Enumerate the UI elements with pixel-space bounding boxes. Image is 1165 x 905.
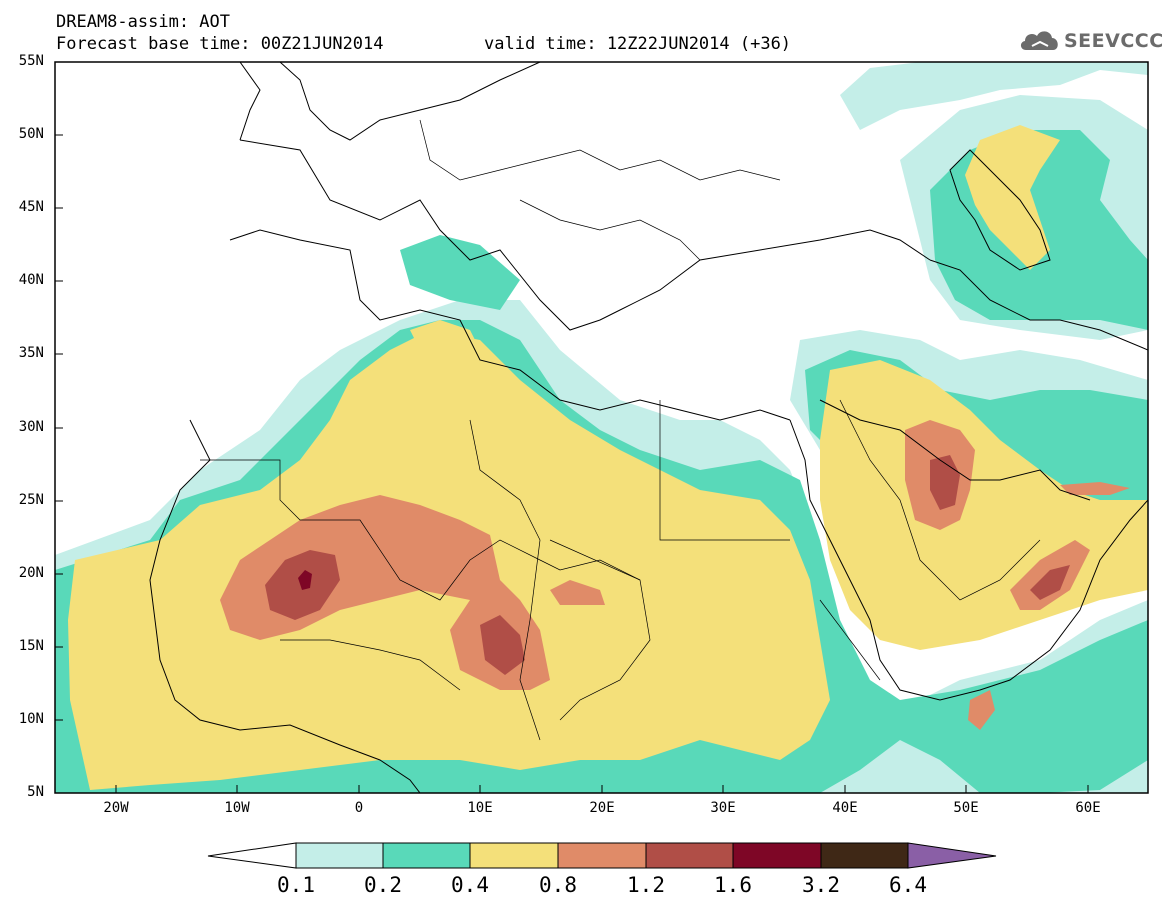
colorbar-box-6 [732,842,822,869]
lat-label-5n: 5N [27,784,44,800]
axis-ticks [55,61,1089,793]
lon-label-0: 0 [354,800,364,816]
lat-label-35n: 35N [18,345,44,361]
colorbar-label-3.2: 3.2 [802,873,840,897]
lat-label-20n: 20N [18,565,44,581]
lon-label-10w: 10W [224,800,250,816]
lat-label-15n: 15N [18,638,44,654]
title-valid-time: valid time: 12Z22JUN2014 (+36) [484,34,792,54]
colorbar-label-0.8: 0.8 [539,873,577,897]
colorbar-label-0.1: 0.1 [277,873,315,897]
colorbar-box-7 [820,842,909,869]
colorbar-box-1 [295,842,384,869]
lon-label-20w: 20W [103,800,129,816]
colorbar-label-0.2: 0.2 [364,873,402,897]
logo-text: SEEVCCC [1064,30,1164,52]
lat-label-30n: 30N [18,419,44,435]
lon-label-30e: 30E [710,800,736,816]
cloud-icon [1020,31,1058,50]
aot-band-0.8 [220,420,1130,730]
lat-label-55n: 55N [18,53,44,69]
aot-band-1.6 [298,570,312,590]
colorbar [207,842,997,869]
lon-label-40e: 40E [832,800,858,816]
title-line-1: DREAM8-assim: AOT [56,12,230,32]
colorbar-label-1.2: 1.2 [627,873,665,897]
coastlines [149,62,1148,793]
colorbar-box-3 [469,842,559,869]
lat-label-50n: 50N [18,126,44,142]
colorbar-box-5 [645,842,734,869]
country-borders [200,119,1041,741]
colorbar-box-2 [382,842,471,869]
lat-label-40n: 40N [18,272,44,288]
lat-label-45n: 45N [18,199,44,215]
lon-label-60e: 60E [1075,800,1101,816]
lat-label-10n: 10N [18,711,44,727]
colorbar-label-0.4: 0.4 [451,873,489,897]
colorbar-high-arrow [907,842,997,869]
lon-label-20e: 20E [589,800,615,816]
aot-field [55,62,1148,793]
colorbar-low-arrow [207,842,297,869]
colorbar-box-4 [557,842,647,869]
title-base-time: Forecast base time: 00Z21JUN2014 [56,34,384,54]
colorbar-label-6.4: 6.4 [889,873,927,897]
colorbar-label-1.6: 1.6 [714,873,752,897]
lon-label-10e: 10E [467,800,493,816]
lon-label-50e: 50E [953,800,979,816]
lat-label-25n: 25N [18,492,44,508]
seevccc-logo: SEEVCCC [1018,24,1163,58]
